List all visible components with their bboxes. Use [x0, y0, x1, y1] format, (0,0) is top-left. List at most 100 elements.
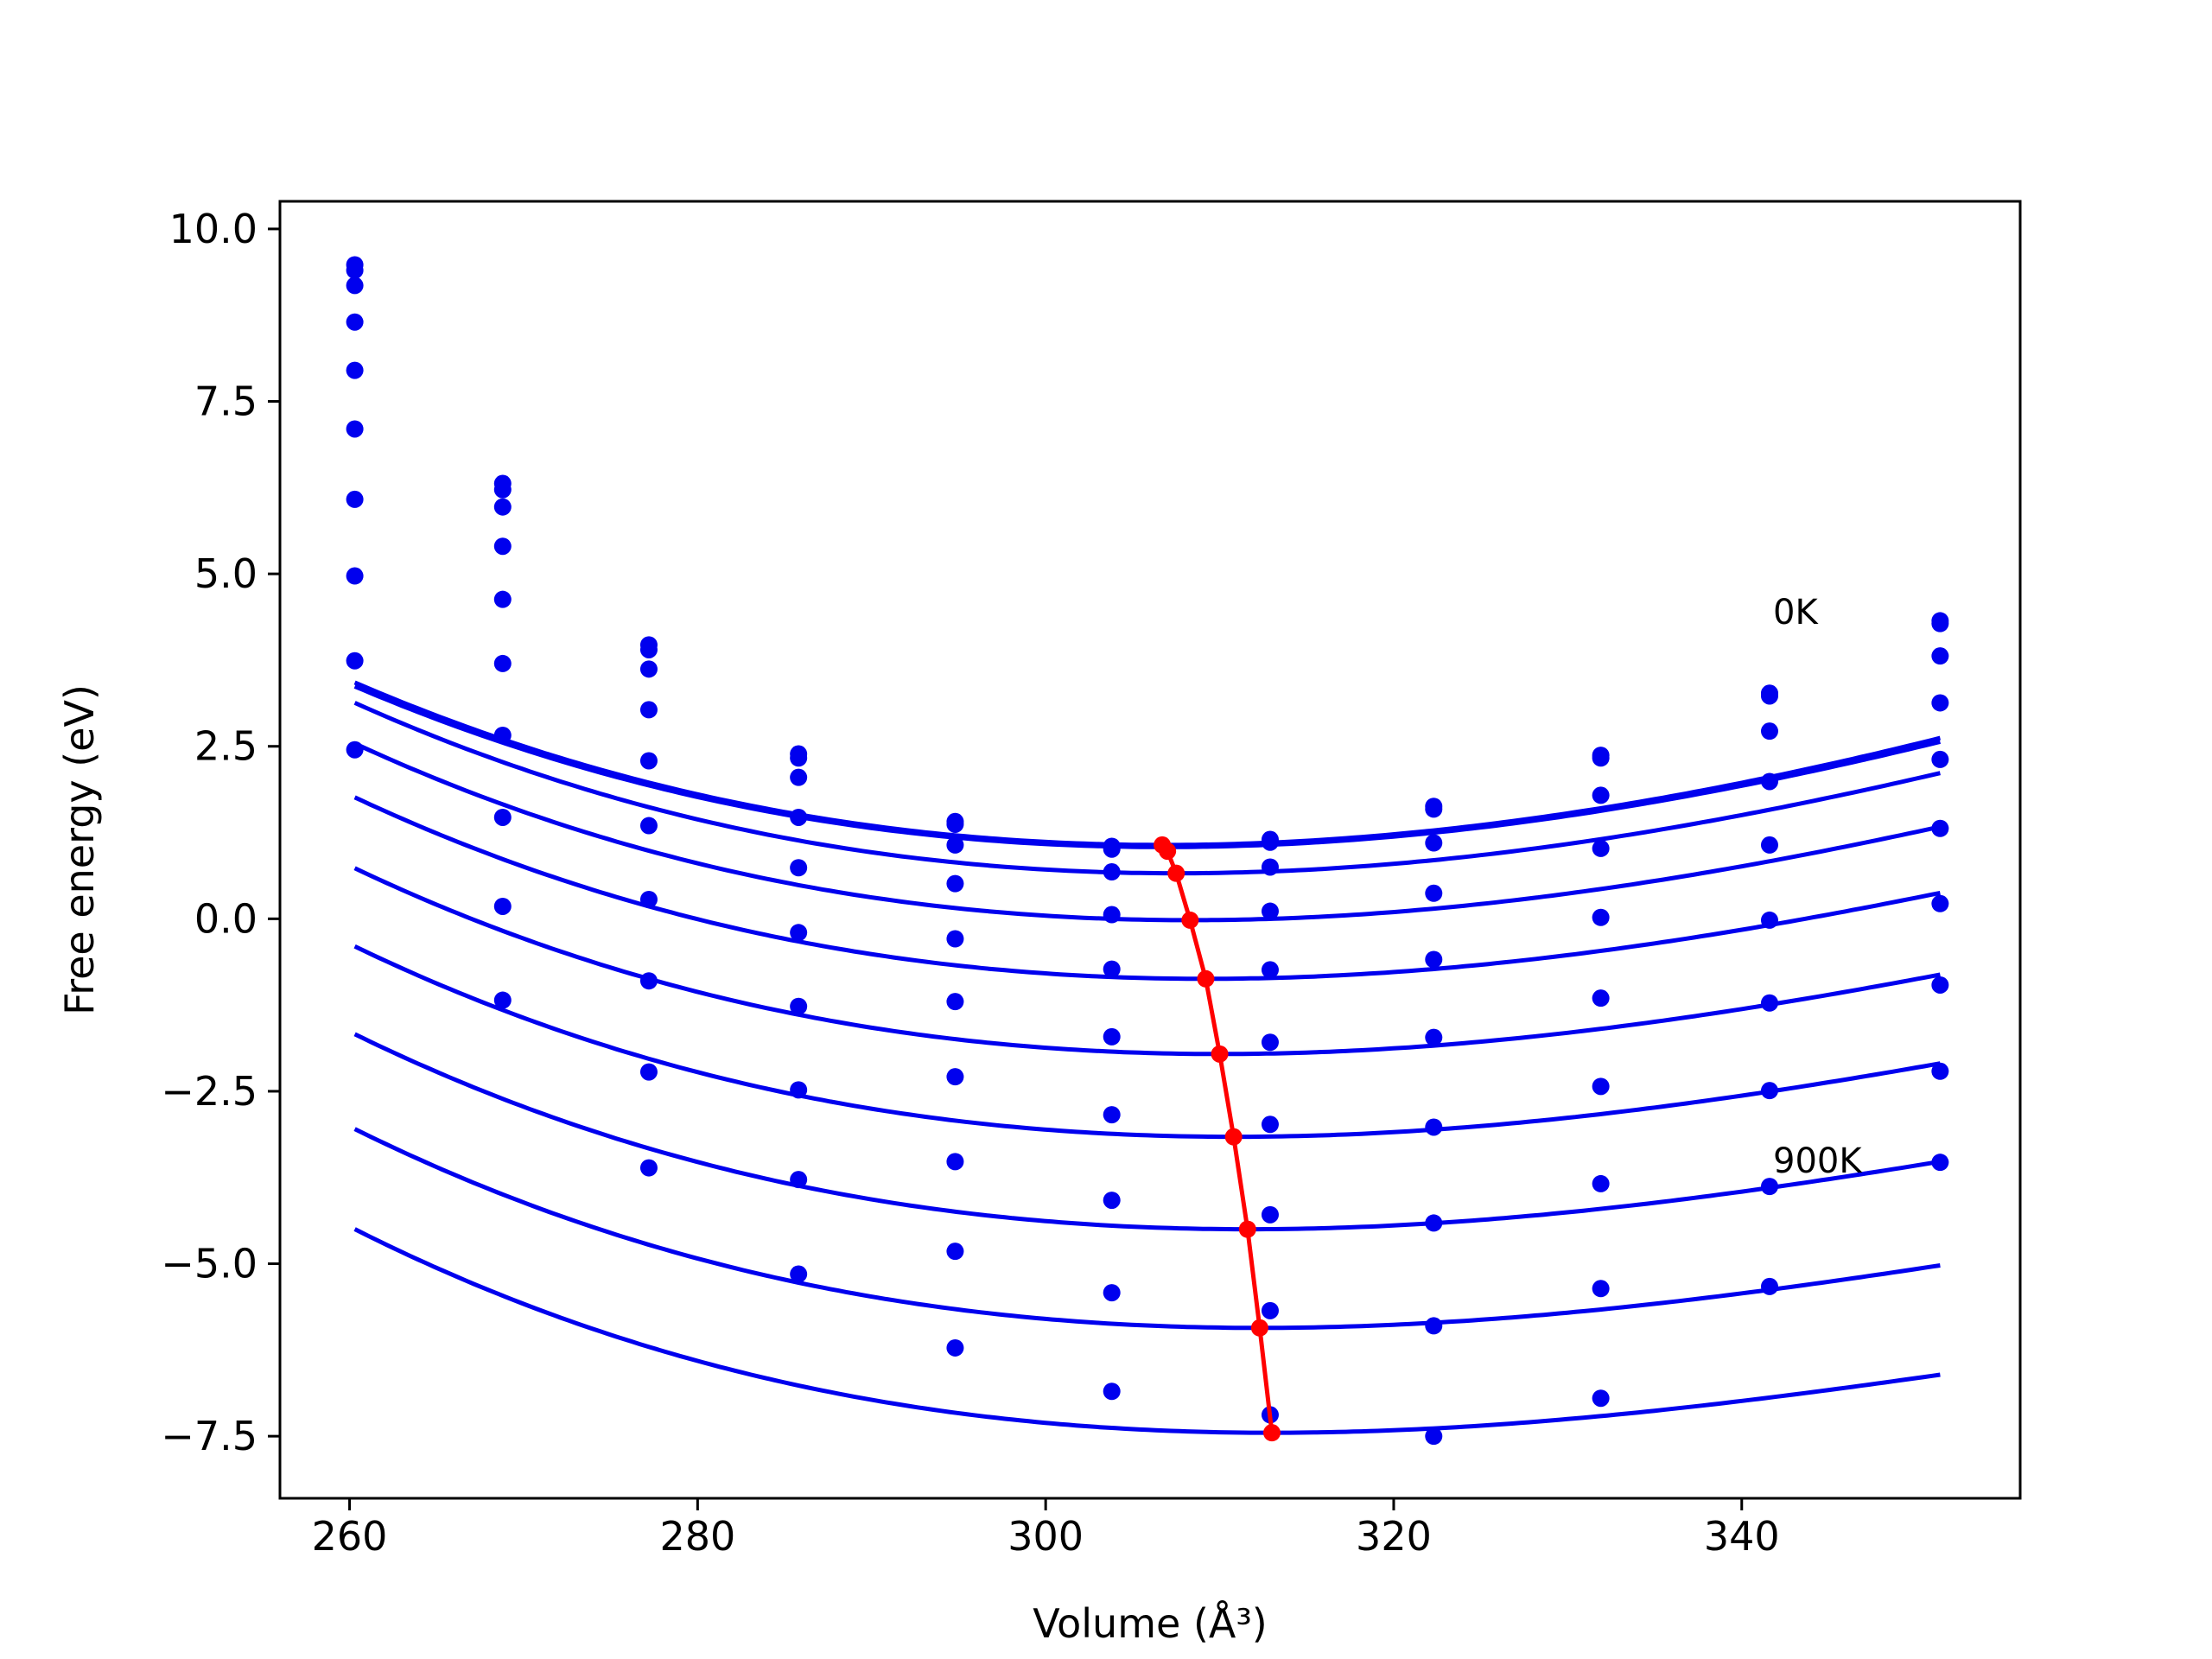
minimum-point	[1167, 864, 1185, 882]
data-point	[946, 836, 964, 854]
y-tick-label: 2.5	[194, 723, 257, 770]
minimum-point	[1197, 969, 1215, 988]
data-point	[639, 817, 658, 835]
data-point	[1103, 1027, 1121, 1046]
minimum-point	[1250, 1319, 1268, 1337]
fit-curve-4	[353, 795, 1941, 982]
y-tick-label: 0.0	[194, 895, 257, 942]
data-point	[1931, 614, 1949, 632]
data-point	[1592, 908, 1610, 926]
data-point	[1103, 1284, 1121, 1302]
data-point	[493, 498, 512, 516]
data-point	[1760, 722, 1778, 741]
data-point	[1931, 976, 1949, 994]
x-tick-label: 280	[659, 1513, 735, 1560]
data-point	[346, 490, 364, 508]
data-point	[1592, 1174, 1610, 1192]
data-point	[1425, 1317, 1443, 1335]
data-point	[1425, 884, 1443, 902]
minimum-point	[1159, 842, 1177, 861]
minimum-point	[1238, 1220, 1256, 1238]
data-point	[493, 991, 512, 1009]
data-point	[1760, 1178, 1778, 1196]
data-point	[493, 897, 512, 915]
data-point	[493, 654, 512, 672]
data-point	[493, 808, 512, 826]
data-point	[1931, 647, 1949, 665]
data-point	[946, 1153, 964, 1171]
minimum-point	[1262, 1424, 1281, 1442]
y-tick-label: −5.0	[161, 1241, 257, 1287]
annotation-label: 900K	[1773, 1141, 1863, 1181]
data-point	[1261, 1205, 1279, 1224]
x-tick-label: 260	[312, 1513, 388, 1560]
data-point	[1760, 1277, 1778, 1295]
y-axis: 10.0 7.5 5.0 2.5 0.0 −2.5 −5.0 −7.5	[161, 206, 280, 1459]
fit-curve-8	[353, 1127, 1941, 1331]
data-point	[790, 749, 808, 767]
x-tick-label: 300	[1007, 1513, 1084, 1560]
x-tick-label: 320	[1356, 1513, 1432, 1560]
data-point	[790, 768, 808, 786]
data-point	[946, 815, 964, 833]
data-point	[493, 537, 512, 556]
data-point	[946, 874, 964, 893]
minimum-point	[1224, 1128, 1243, 1146]
data-point	[1760, 1082, 1778, 1100]
data-point	[946, 930, 964, 948]
data-point	[1425, 950, 1443, 969]
data-point	[1931, 819, 1949, 837]
y-tick-label: 5.0	[194, 550, 257, 597]
data-point	[1261, 1301, 1279, 1319]
fit-curve-3	[353, 741, 1941, 923]
data-point	[346, 741, 364, 759]
data-point	[1592, 749, 1610, 767]
data-point	[790, 997, 808, 1015]
data-point	[1425, 800, 1443, 818]
data-point	[1103, 1382, 1121, 1401]
data-point	[1103, 906, 1121, 924]
data-point	[1261, 1116, 1279, 1134]
data-point	[1425, 834, 1443, 852]
data-point	[1103, 1192, 1121, 1210]
y-tick-label: 7.5	[194, 378, 257, 425]
data-points	[346, 256, 1949, 1446]
annotations: 0K 900K	[1773, 593, 1863, 1181]
data-point	[1425, 1427, 1443, 1446]
data-point	[1592, 1077, 1610, 1096]
minima-line	[1160, 843, 1274, 1433]
data-point	[1760, 687, 1778, 705]
plot-frame	[278, 200, 2022, 1500]
data-point	[1592, 1280, 1610, 1298]
x-tick-label: 340	[1704, 1513, 1780, 1560]
data-point	[1103, 863, 1121, 881]
data-point	[946, 1243, 964, 1261]
x-axis-label: Volume (Å³)	[1033, 1600, 1268, 1647]
data-point	[346, 652, 364, 670]
fit-curve-9	[353, 1227, 1941, 1435]
y-tick-label: 10.0	[169, 206, 257, 252]
data-point	[346, 313, 364, 331]
data-point	[1103, 1106, 1121, 1124]
fit-curve-2	[353, 701, 1941, 876]
data-point	[1592, 989, 1610, 1007]
data-point	[790, 859, 808, 877]
fit-curve-7	[353, 1032, 1941, 1232]
data-point	[1261, 858, 1279, 876]
fit-curve-1	[353, 684, 1942, 849]
data-point	[1931, 750, 1949, 768]
data-point	[639, 701, 658, 719]
data-point	[1592, 1389, 1610, 1408]
data-point	[493, 480, 512, 499]
data-point	[790, 1171, 808, 1189]
data-point	[1103, 840, 1121, 858]
data-point	[639, 1063, 658, 1081]
data-point	[1103, 960, 1121, 978]
data-point	[1425, 1118, 1443, 1136]
data-point	[790, 808, 808, 826]
data-point	[1261, 902, 1279, 920]
data-point	[493, 726, 512, 744]
data-point	[1760, 772, 1778, 791]
data-point	[1592, 839, 1610, 857]
data-point	[493, 590, 512, 608]
